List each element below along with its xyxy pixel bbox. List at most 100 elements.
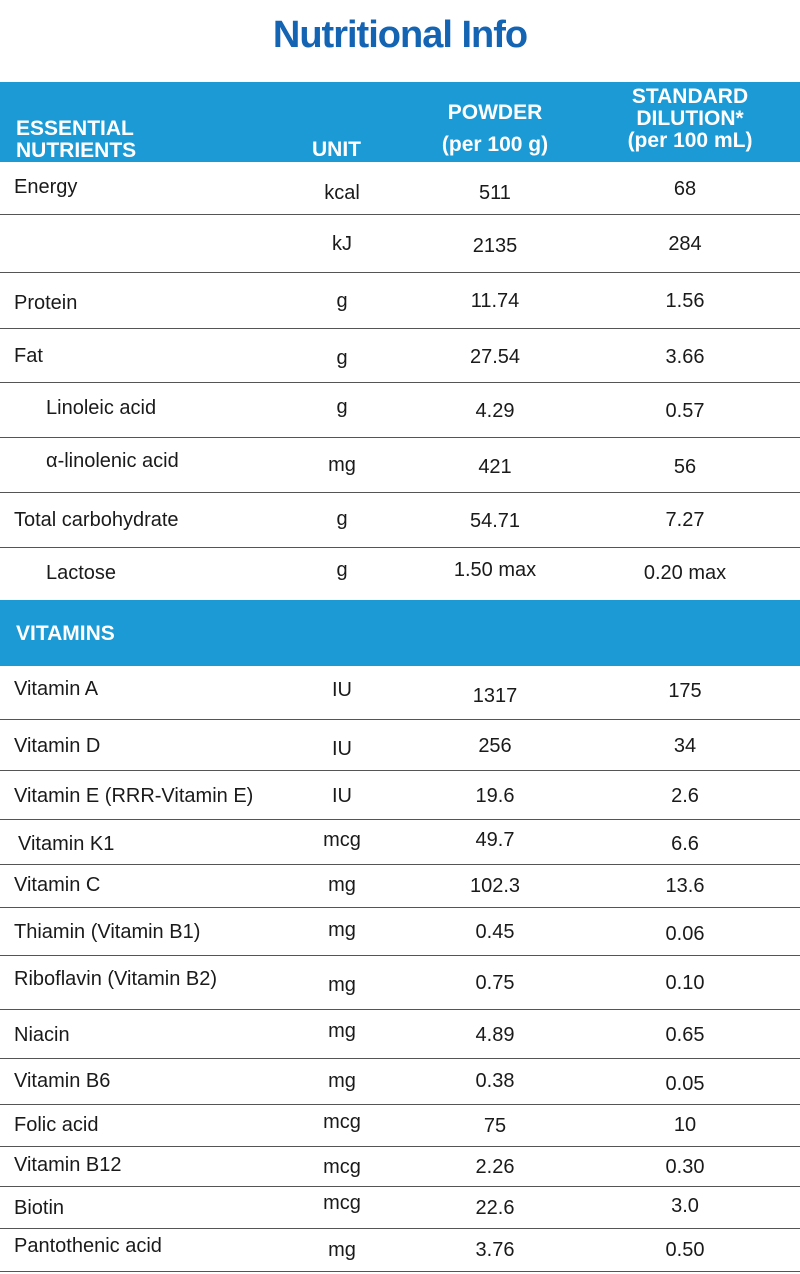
- vitamin-powder: 256: [478, 735, 512, 757]
- table-row: Total carbohydrate g 54.71 7.27: [0, 493, 800, 548]
- nutrient-powder: 54.71: [469, 510, 521, 532]
- vitamin-dilution: 2.6: [671, 785, 699, 807]
- vitamin-powder: 49.7: [475, 829, 515, 851]
- nutrient-name: Energy: [14, 176, 78, 198]
- page-title: Nutritional Info: [272, 14, 528, 56]
- table-row: Vitamin B12 mcg 2.26 0.30: [0, 1147, 800, 1187]
- nutrient-unit: g: [336, 508, 348, 530]
- header-nutrients: ESSENTIAL NUTRIENTS: [16, 117, 137, 162]
- table-row: Lactose g 1.50 max 0.20 max: [0, 548, 800, 600]
- vitamin-dilution: 0.65: [665, 1024, 705, 1046]
- table-row: Vitamin K1 mcg 49.7 6.6: [0, 820, 800, 865]
- nutrient-powder: 4.29: [475, 400, 515, 422]
- vitamin-name: Biotin: [14, 1197, 65, 1219]
- table-row: Fat g 27.54 3.66: [0, 329, 800, 383]
- nutrient-dilution: 0.57: [665, 400, 705, 422]
- vitamin-name: Pantothenic acid: [14, 1235, 162, 1257]
- nutrient-powder: 1.50 max: [453, 559, 537, 581]
- vitamin-unit: IU: [332, 738, 352, 760]
- vitamin-dilution: 175: [668, 680, 702, 702]
- table-row: Niacin mg 4.89 0.65: [0, 1010, 800, 1059]
- vitamin-powder: 0.38: [475, 1070, 515, 1092]
- vitamin-unit: mg: [328, 919, 356, 941]
- vitamin-dilution: 3.0: [671, 1195, 699, 1217]
- vitamin-name: Vitamin B6: [14, 1070, 111, 1092]
- vitamin-name: Thiamin (Vitamin B1): [14, 921, 201, 943]
- vitamin-dilution: 10: [673, 1114, 697, 1136]
- vitamin-name: Folic acid: [14, 1114, 99, 1136]
- header-unit: UNIT: [312, 138, 361, 161]
- vitamin-unit: mg: [328, 1070, 356, 1092]
- nutrient-powder: 11.74: [470, 290, 520, 312]
- vitamin-unit: mg: [328, 1239, 356, 1261]
- vitamin-dilution: 0.10: [665, 972, 705, 994]
- nutrient-unit: mg: [328, 454, 356, 476]
- table-row: Vitamin B6 mg 0.38 0.05: [0, 1059, 800, 1105]
- vitamin-unit: IU: [332, 785, 352, 807]
- vitamin-powder: 102.3: [469, 875, 521, 897]
- nutrient-unit: g: [336, 347, 348, 369]
- nutrient-dilution: 1.56: [665, 290, 705, 312]
- vitamin-powder: 3.76: [475, 1239, 515, 1261]
- nutrient-dilution: 56: [673, 456, 697, 478]
- vitamin-dilution: 34: [673, 735, 697, 757]
- vitamin-dilution: 0.05: [665, 1073, 705, 1095]
- vitamin-name: Riboflavin (Vitamin B2): [14, 968, 218, 990]
- nutrient-name: Fat: [14, 345, 43, 367]
- nutrient-dilution: 68: [673, 178, 697, 200]
- nutrient-unit: kcal: [324, 182, 360, 204]
- nutrient-dilution: 284: [668, 233, 702, 255]
- vitamin-unit: mcg: [323, 1156, 361, 1178]
- nutrient-unit: g: [336, 290, 348, 312]
- nutrient-unit: g: [336, 396, 348, 418]
- nutrient-unit: g: [336, 559, 348, 581]
- nutrient-powder: 421: [478, 456, 512, 478]
- table-row: Vitamin D IU 256 34: [0, 720, 800, 771]
- nutrient-dilution: 0.20 max: [643, 562, 727, 584]
- vitamin-name: Vitamin K1: [18, 833, 115, 855]
- table-row: kJ 2135 284: [0, 215, 800, 273]
- vitamin-name: Vitamin E (RRR-Vitamin E): [14, 785, 254, 807]
- table-row: Thiamin (Vitamin B1) mg 0.45 0.06: [0, 908, 800, 956]
- vitamin-powder: 0.75: [475, 972, 515, 994]
- table-row: Vitamin A IU 1317 175: [0, 666, 800, 720]
- vitamin-unit: mg: [328, 974, 356, 996]
- table-row: Riboflavin (Vitamin B2) mg 0.75 0.10: [0, 956, 800, 1010]
- vitamin-dilution: 0.50: [665, 1239, 705, 1261]
- vitamins-title: VITAMINS: [16, 622, 115, 645]
- nutrient-powder: 2135: [472, 235, 518, 257]
- vitamin-powder: 2.26: [475, 1156, 515, 1178]
- header-dilution: STANDARD DILUTION* (per 100 mL): [627, 85, 753, 152]
- nutrient-powder: 27.54: [469, 346, 521, 368]
- header-powder: POWDER (per 100 g): [441, 101, 549, 156]
- nutrient-name: Total carbohydrate: [14, 509, 179, 531]
- vitamin-powder: 19.6: [475, 785, 515, 807]
- vitamin-unit: mcg: [323, 1192, 361, 1214]
- vitamin-powder: 1317: [472, 685, 518, 707]
- vitamin-name: Niacin: [14, 1024, 70, 1046]
- table-row: α-linolenic acid mg 421 56: [0, 438, 800, 493]
- vitamin-unit: mcg: [323, 829, 361, 851]
- table-row: Linoleic acid g 4.29 0.57: [0, 383, 800, 438]
- nutrient-name: α-linolenic acid: [46, 450, 179, 472]
- table-row: Vitamin C mg 102.3 13.6: [0, 865, 800, 908]
- vitamin-unit: IU: [332, 679, 352, 701]
- vitamin-dilution: 6.6: [671, 833, 699, 855]
- vitamin-unit: mg: [328, 874, 356, 896]
- nutrient-unit: kJ: [332, 233, 352, 255]
- vitamin-dilution: 0.30: [665, 1156, 705, 1178]
- vitamin-powder: 4.89: [475, 1024, 515, 1046]
- table-row: Folic acid mcg 75 10: [0, 1105, 800, 1147]
- table-row: Pantothenic acid mg 3.76 0.50: [0, 1229, 800, 1272]
- table-row: Vitamin E (RRR-Vitamin E) IU 19.6 2.6: [0, 771, 800, 820]
- nutrient-dilution: 7.27: [665, 509, 705, 531]
- vitamin-dilution: 0.06: [665, 923, 705, 945]
- nutrient-name: Protein: [14, 292, 78, 314]
- table-header: ESSENTIAL NUTRIENTS UNIT POWDER (per 100…: [0, 82, 800, 162]
- vitamin-name: Vitamin C: [14, 874, 101, 896]
- nutrient-name: Linoleic acid: [46, 397, 157, 419]
- vitamin-powder: 75: [483, 1115, 507, 1137]
- vitamin-unit: mcg: [323, 1111, 361, 1133]
- table-row: Protein g 11.74 1.56: [0, 273, 800, 329]
- vitamin-dilution: 13.6: [665, 875, 705, 897]
